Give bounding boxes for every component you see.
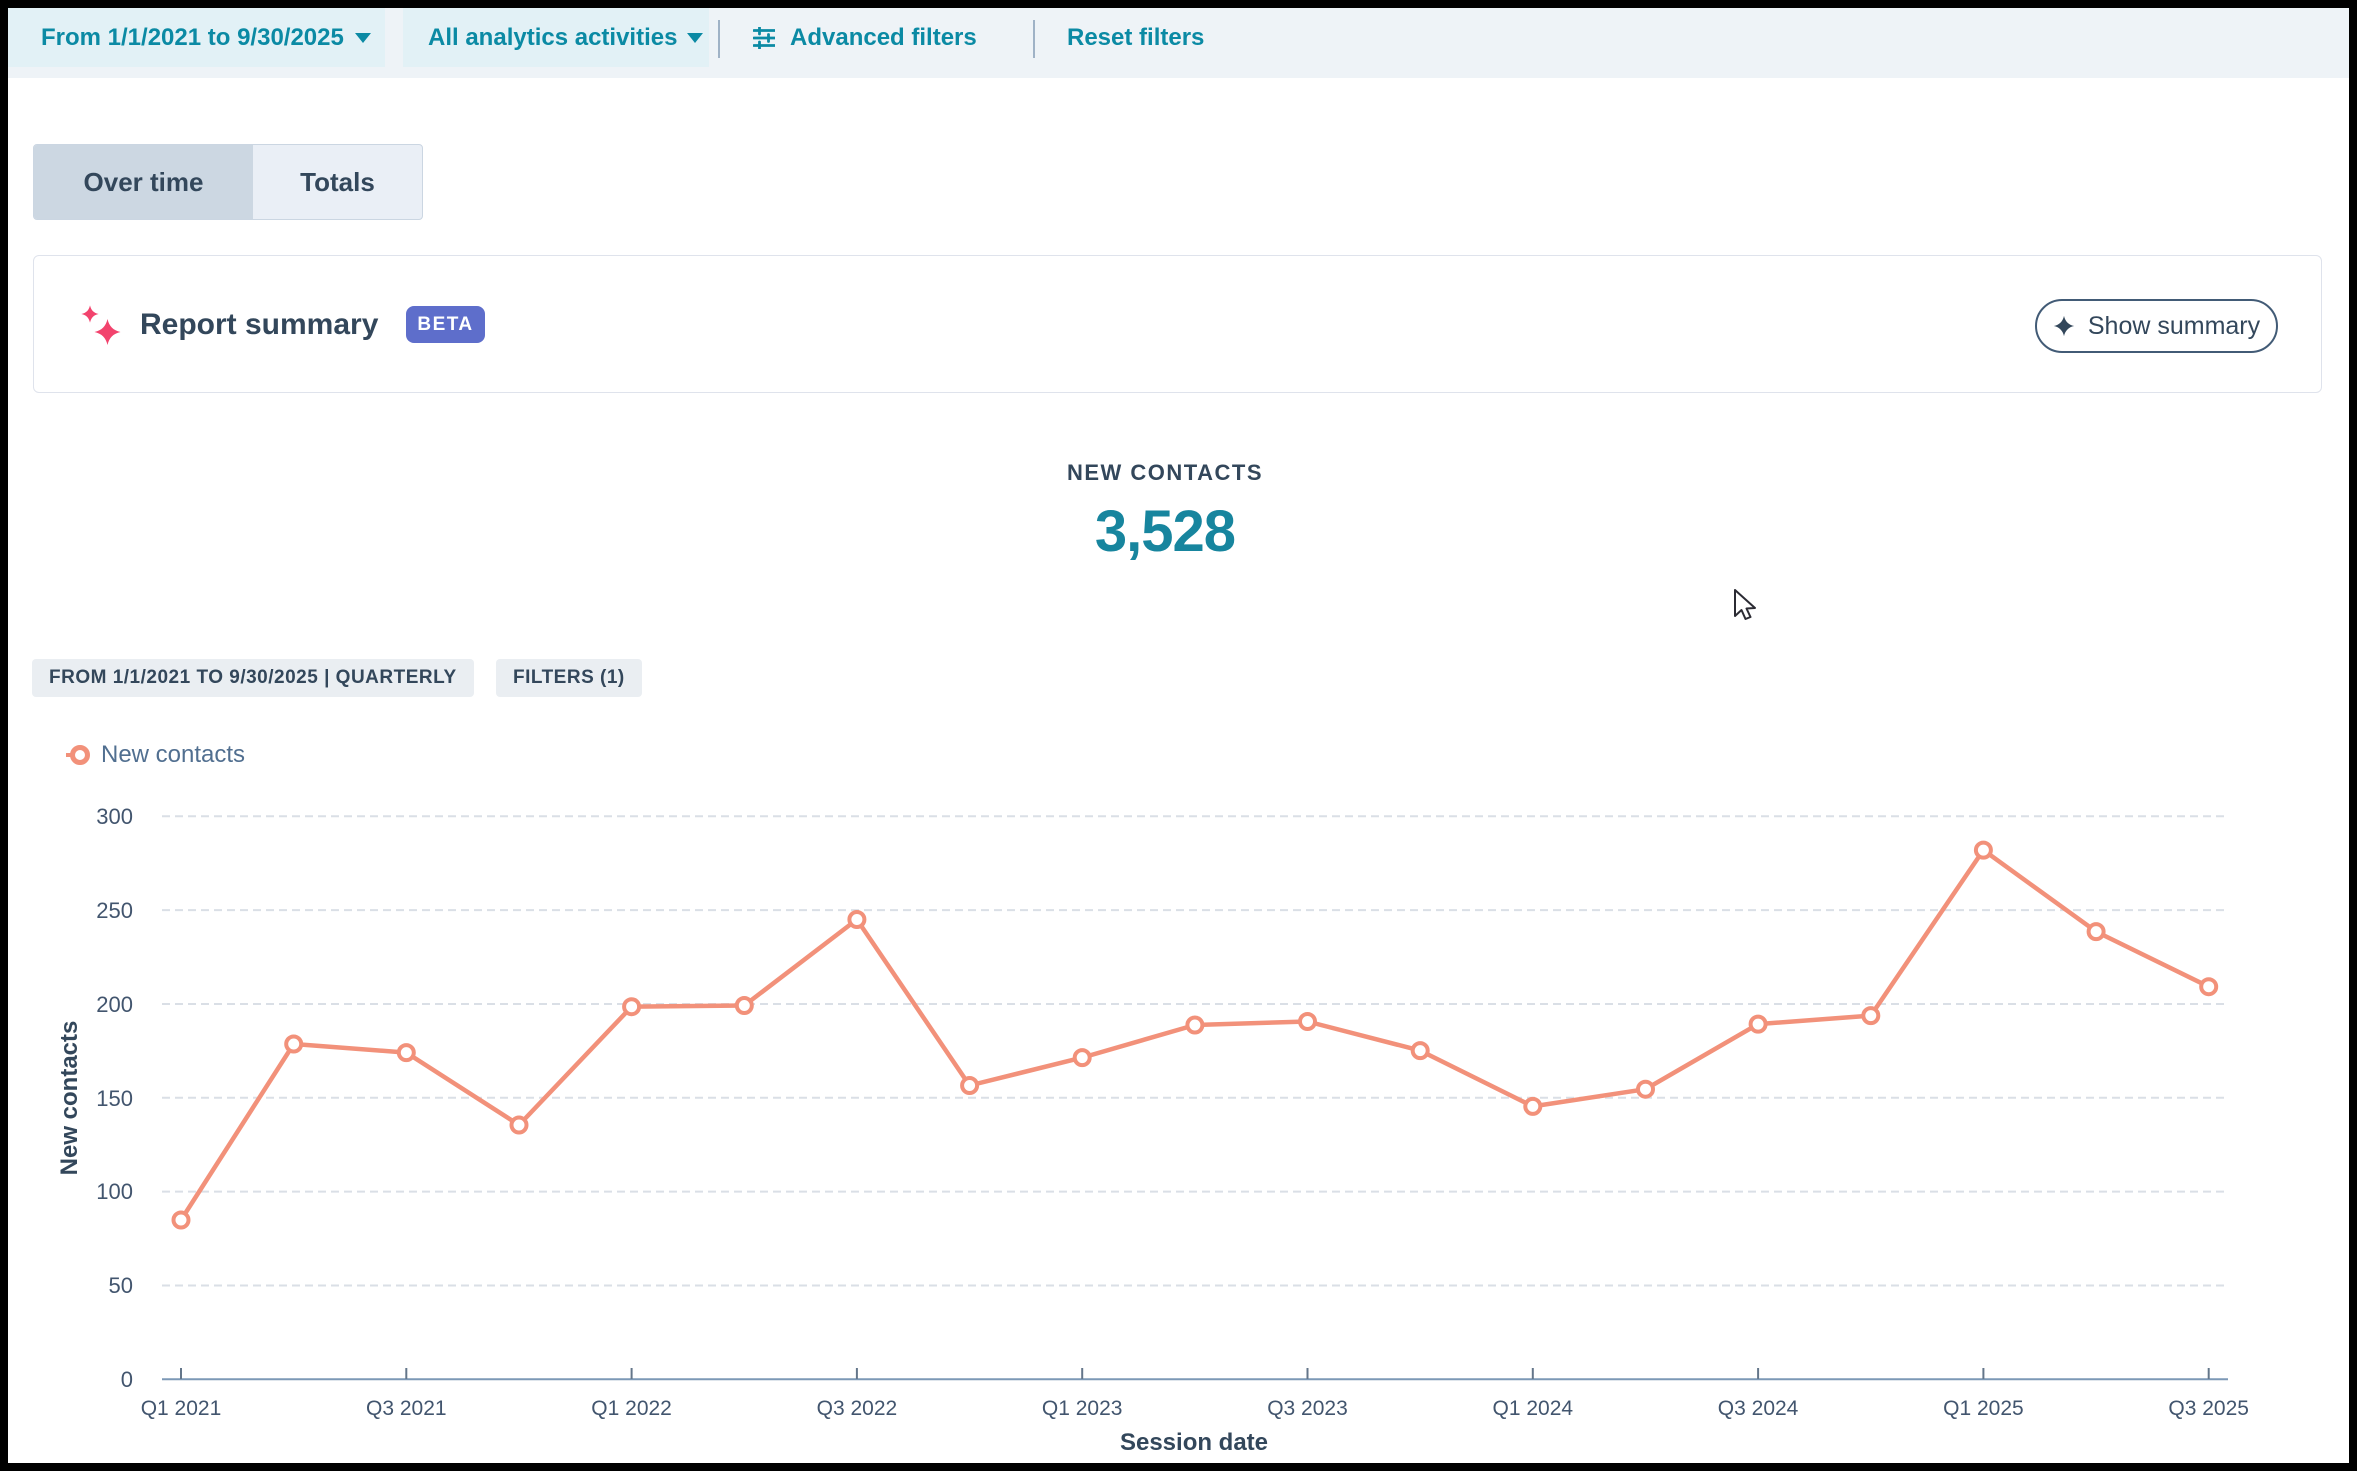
svg-text:Q1 2023: Q1 2023	[1042, 1397, 1123, 1420]
svg-text:Q3 2025: Q3 2025	[2168, 1397, 2249, 1420]
svg-text:150: 150	[96, 1086, 133, 1111]
svg-text:100: 100	[96, 1179, 133, 1204]
svg-text:0: 0	[121, 1367, 133, 1392]
svg-text:Q1 2025: Q1 2025	[1943, 1397, 2024, 1420]
svg-text:300: 300	[96, 804, 133, 829]
svg-text:250: 250	[96, 898, 133, 923]
svg-text:Q3 2021: Q3 2021	[366, 1397, 447, 1420]
svg-text:New contacts: New contacts	[56, 1021, 83, 1176]
svg-text:50: 50	[109, 1273, 133, 1298]
svg-text:Session date: Session date	[1120, 1429, 1268, 1456]
svg-text:Q3 2024: Q3 2024	[1718, 1397, 1799, 1420]
svg-text:200: 200	[96, 992, 133, 1017]
svg-text:Q1 2021: Q1 2021	[141, 1397, 222, 1420]
svg-text:Q1 2024: Q1 2024	[1493, 1397, 1574, 1420]
svg-text:Q3 2022: Q3 2022	[817, 1397, 898, 1420]
svg-text:Q3 2023: Q3 2023	[1267, 1397, 1348, 1420]
svg-text:Q1 2022: Q1 2022	[591, 1397, 672, 1420]
